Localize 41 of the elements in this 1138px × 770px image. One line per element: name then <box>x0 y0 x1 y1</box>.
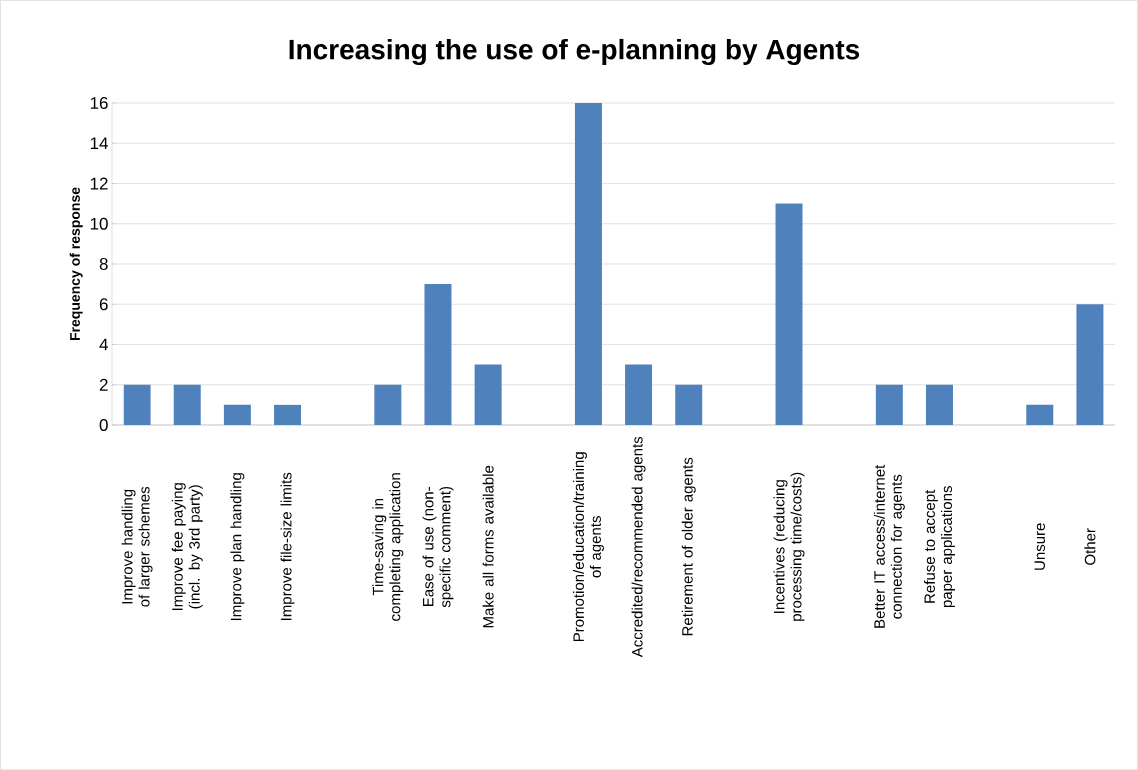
bar <box>925 384 953 425</box>
bar <box>574 102 602 425</box>
chart-title: Increasing the use of e-planning by Agents <box>289 38 860 66</box>
y-axis-title: Frequency of response <box>69 187 83 341</box>
bar <box>274 404 302 425</box>
x-tick-label: Accredited/recommended agents <box>631 436 646 658</box>
x-tick-label: Improve fee paying (incl. by 3rd party) <box>171 483 203 611</box>
bar <box>474 364 502 425</box>
bar <box>173 384 201 425</box>
x-tick-label: Retirement of older agents <box>681 457 696 636</box>
bar <box>424 284 452 425</box>
bar <box>675 384 703 425</box>
bar <box>123 384 151 425</box>
x-tick-label: Improve file-size limits <box>280 472 295 620</box>
y-tick-label: 16 <box>90 96 108 110</box>
bar <box>223 404 251 425</box>
bar <box>1076 304 1104 425</box>
y-tick-label: 10 <box>90 217 108 230</box>
x-tick-label: Improve plan handling <box>230 473 245 621</box>
x-tick-label: Refuse to accept paper applications <box>923 486 955 608</box>
x-tick-label: Improve handling of larger schemes <box>121 486 153 607</box>
x-tick-label: Unsure <box>1034 523 1045 570</box>
x-tick-label: Better IT access/internet connection for agents <box>873 464 905 628</box>
bar <box>374 384 402 425</box>
x-tick-label: Other <box>1084 528 1096 565</box>
y-tick-label: 12 <box>90 177 108 190</box>
y-tick-label: 2 <box>99 378 108 391</box>
y-tick-label: 8 <box>99 257 108 271</box>
x-tick-label: Time-saving in completing application <box>372 473 404 621</box>
y-tick-label: 4 <box>99 338 108 351</box>
x-tick-label: Make all forms available <box>482 465 494 628</box>
y-tick-label: 0 <box>99 418 108 432</box>
y-tick-label: 6 <box>99 298 108 311</box>
bar <box>775 203 803 425</box>
bar <box>1026 404 1054 425</box>
y-tick-label: 14 <box>90 137 108 150</box>
x-tick-label: Promotion/education/training of agents <box>572 452 604 642</box>
bar <box>625 364 653 425</box>
x-tick-label: Incentives (reducing processing time/costs) <box>773 472 805 621</box>
x-tick-label: Ease of use (non-specific comment) <box>422 486 454 608</box>
bar <box>875 384 903 425</box>
